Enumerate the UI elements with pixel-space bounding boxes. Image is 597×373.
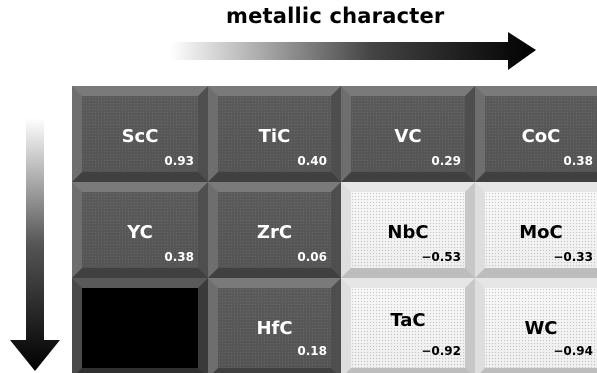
tile-value: 0.29 bbox=[431, 154, 461, 168]
tile-name: NbC bbox=[387, 222, 429, 243]
tile-name: ZrC bbox=[256, 222, 293, 243]
tile-hfc: HfC 0.18 bbox=[208, 278, 341, 373]
tile-zrc: ZrC 0.06 bbox=[208, 182, 341, 278]
tile-value: 0.93 bbox=[164, 154, 194, 168]
tile-value: −0.53 bbox=[421, 250, 461, 264]
tile-coc: CoC 0.38 bbox=[475, 86, 597, 182]
tile-name: CoC bbox=[521, 126, 561, 147]
tile-name: TaC bbox=[390, 310, 426, 331]
tile-value: 0.40 bbox=[297, 154, 327, 168]
tile-yc: YC 0.38 bbox=[72, 182, 208, 278]
tile-moc: MoC −0.33 bbox=[475, 182, 597, 278]
tile-name: HfC bbox=[256, 318, 293, 339]
tile-value: 0.18 bbox=[297, 344, 327, 358]
tile-name: ScC bbox=[121, 126, 159, 147]
tile-value: −0.94 bbox=[553, 344, 593, 358]
tile-value: −0.92 bbox=[421, 344, 461, 358]
tile-wc: WC −0.94 bbox=[475, 278, 597, 373]
periodic-grid: ScC 0.93 TiC 0.40 VC 0.29 CoC 0.38 YC 0.… bbox=[72, 86, 597, 373]
tile-value: 0.38 bbox=[563, 154, 593, 168]
tile-name: TiC bbox=[258, 126, 291, 147]
tile-value: 0.06 bbox=[297, 250, 327, 264]
tile-name: YC bbox=[127, 222, 153, 243]
horizontal-arrow-icon bbox=[170, 32, 536, 70]
tile-name: MoC bbox=[519, 222, 563, 243]
diagram-title: metallic character bbox=[226, 4, 445, 28]
tile-value: 0.38 bbox=[164, 250, 194, 264]
tile-name: VC bbox=[394, 126, 422, 147]
tile-nbc: NbC −0.53 bbox=[341, 182, 475, 278]
tile-tic: TiC 0.40 bbox=[208, 86, 341, 182]
tile-name: WC bbox=[524, 318, 558, 339]
tile-vc: VC 0.29 bbox=[341, 86, 475, 182]
tile-empty bbox=[72, 278, 208, 373]
tile-scc: ScC 0.93 bbox=[72, 86, 208, 182]
tile-value: −0.33 bbox=[553, 250, 593, 264]
tile-tac: TaC −0.92 bbox=[341, 278, 475, 373]
vertical-arrow-icon bbox=[10, 118, 60, 371]
